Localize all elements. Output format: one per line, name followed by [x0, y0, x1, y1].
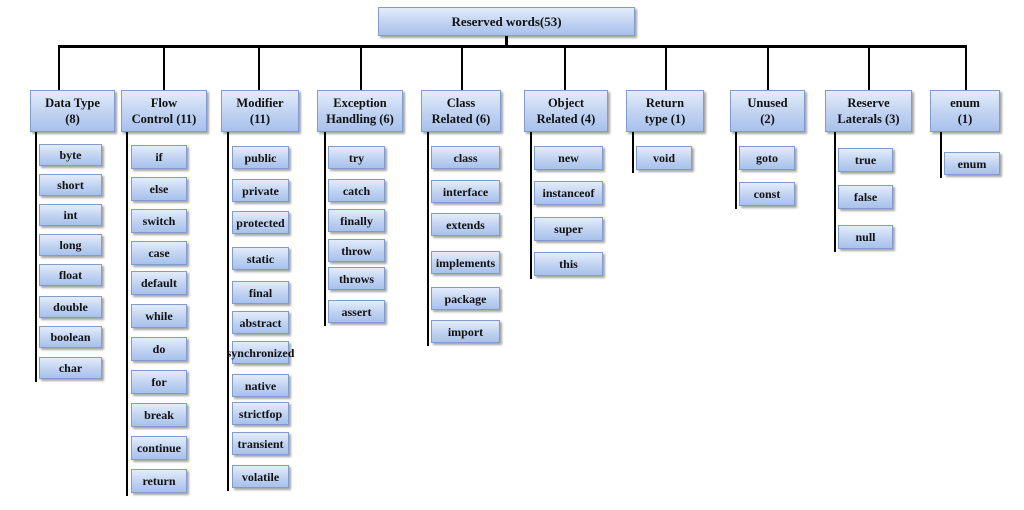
keyword-box: final [232, 281, 289, 304]
items-connector [632, 132, 634, 173]
keyword-box: double [39, 296, 102, 318]
category-box: Reserve Laterals (3) [825, 90, 912, 132]
keyword-box: abstract [232, 311, 289, 334]
keyword-box: extends [431, 213, 500, 236]
category-box: Object Related (4) [524, 90, 608, 132]
items-connector [35, 132, 37, 382]
keyword-box: throws [328, 267, 385, 290]
keyword-box: boolean [39, 326, 102, 348]
keyword-box: if [131, 145, 187, 169]
keyword-box: do [131, 337, 187, 361]
keyword-box: return [131, 469, 187, 493]
category-box: Return type (1) [626, 90, 704, 132]
keyword-box: byte [39, 144, 102, 166]
keyword-box: import [431, 320, 500, 343]
keyword-box: package [431, 287, 500, 310]
keyword-box: default [131, 271, 187, 295]
root-connector [505, 36, 508, 46]
keyword-box: throw [328, 239, 385, 262]
keyword-box: short [39, 174, 102, 196]
category-box: enum (1) [930, 90, 1000, 132]
category-box: Modifier (11) [221, 90, 299, 132]
keyword-box: for [131, 370, 187, 394]
keyword-box: false [838, 185, 893, 209]
items-connector [940, 132, 942, 178]
keyword-box: public [232, 146, 289, 169]
items-connector [834, 132, 836, 252]
keyword-box: case [131, 241, 187, 265]
keyword-box: finally [328, 209, 385, 232]
category-connector [665, 45, 667, 90]
category-box: Flow Control (11) [121, 90, 207, 132]
keyword-box: else [131, 177, 187, 201]
items-connector [324, 132, 326, 326]
category-connector [564, 45, 566, 90]
keyword-box: class [431, 146, 500, 169]
keyword-box: native [232, 374, 289, 397]
keyword-box: goto [739, 146, 795, 170]
keyword-box: continue [131, 436, 187, 460]
category-connector [163, 45, 165, 90]
keyword-box: interface [431, 180, 500, 203]
items-connector [126, 132, 128, 496]
category-connector [965, 45, 967, 90]
main-horizontal-connector [58, 45, 965, 48]
keyword-box: float [39, 264, 102, 286]
keyword-box: protected [232, 211, 289, 234]
keyword-box: switch [131, 209, 187, 233]
keyword-box: synchronized [227, 341, 294, 364]
category-connector [58, 45, 60, 90]
category-connector [767, 45, 769, 90]
root-node: Reserved words(53) [378, 7, 635, 36]
keyword-box: catch [328, 179, 385, 202]
keyword-box: char [39, 357, 102, 379]
keyword-box: volatile [232, 465, 289, 488]
keyword-box: while [131, 304, 187, 328]
keyword-box: instanceof [534, 181, 603, 205]
category-box: Class Related (6) [421, 90, 501, 132]
keyword-box: long [39, 234, 102, 256]
keyword-box: private [232, 179, 289, 202]
keyword-box: super [534, 217, 603, 241]
items-connector [427, 132, 429, 346]
items-connector [530, 132, 532, 279]
category-connector [360, 45, 362, 90]
keyword-box: break [131, 403, 187, 427]
keyword-box: strictfop [232, 402, 289, 425]
items-connector [227, 132, 229, 491]
category-connector [868, 45, 870, 90]
category-connector [461, 45, 463, 90]
keyword-box: transient [232, 432, 289, 455]
keyword-box: const [739, 182, 795, 206]
items-connector [735, 132, 737, 209]
keyword-box: this [534, 252, 603, 276]
keyword-box: assert [328, 300, 385, 323]
keyword-box: null [838, 225, 893, 249]
keyword-box: true [838, 148, 893, 172]
keyword-box: enum [944, 152, 1000, 175]
category-box: Unused (2) [730, 90, 805, 132]
keyword-box: int [39, 204, 102, 226]
keyword-box: try [328, 146, 385, 169]
keyword-box: implements [431, 251, 500, 274]
category-box: Data Type (8) [30, 90, 115, 132]
category-connector [258, 45, 260, 90]
keyword-box: new [534, 146, 603, 170]
keyword-box: void [636, 146, 692, 170]
keyword-box: static [232, 247, 289, 270]
category-box: Exception Handling (6) [317, 90, 403, 132]
